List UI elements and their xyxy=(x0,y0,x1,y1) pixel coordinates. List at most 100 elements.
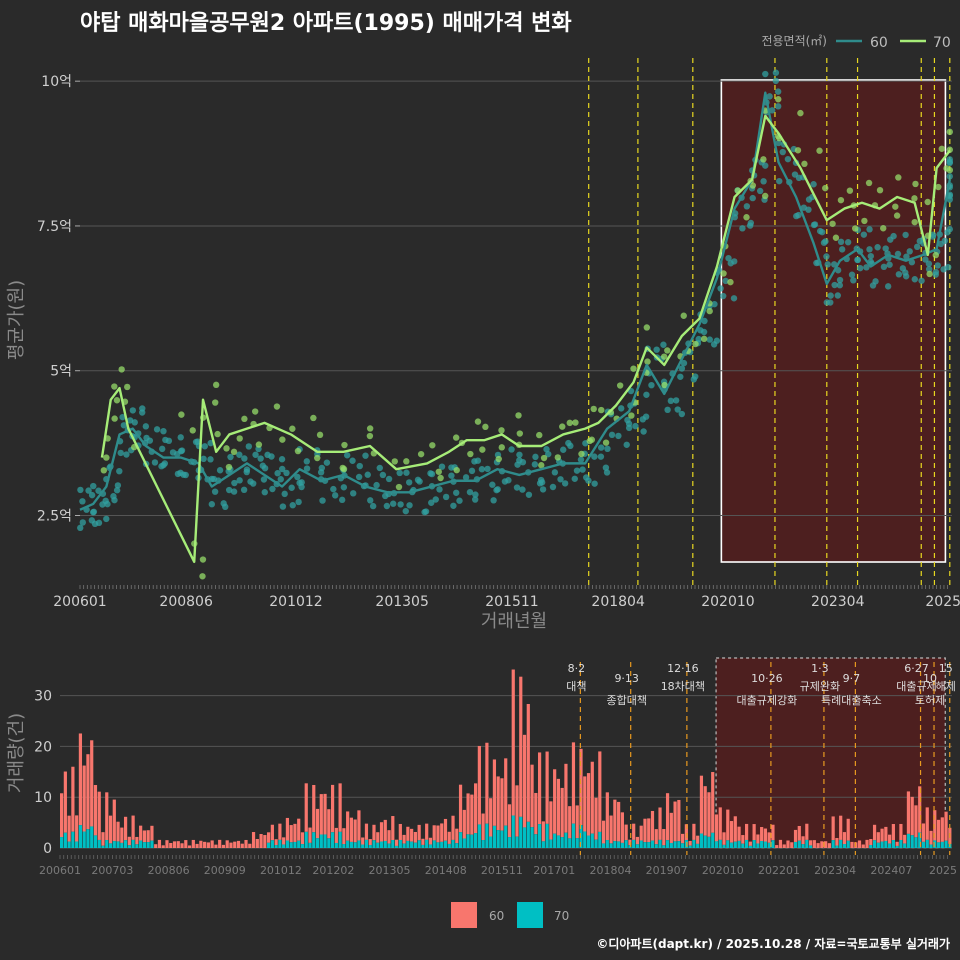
volume-bar-70 xyxy=(846,840,850,848)
price-point-70 xyxy=(255,441,263,448)
volume-bar-70 xyxy=(481,840,485,848)
price-point-70 xyxy=(391,458,398,465)
price-point-60 xyxy=(397,501,404,508)
volume-bar-70 xyxy=(139,840,143,848)
price-point-70 xyxy=(417,450,425,458)
volume-bar-60 xyxy=(267,832,271,843)
volume-bar-70 xyxy=(270,840,274,848)
volume-bar-60 xyxy=(236,840,241,848)
volume-bar-60 xyxy=(338,783,342,832)
price-point-60 xyxy=(117,449,124,457)
price-y-tick-label: 2.5억 xyxy=(37,509,72,525)
price-point-60 xyxy=(79,519,86,526)
volume-bar-70 xyxy=(123,840,128,848)
volume-bar-60 xyxy=(568,806,572,839)
price-point-60 xyxy=(532,453,539,461)
volume-bar-70 xyxy=(353,842,357,848)
price-point-60 xyxy=(894,250,902,258)
price-y-axis-label: 평균가(원) xyxy=(6,280,27,360)
price-point-60 xyxy=(692,373,699,380)
volume-bar-60 xyxy=(364,823,369,840)
volume-bar-60 xyxy=(842,832,847,845)
price-x-tick-label: 201012 xyxy=(269,594,322,610)
volume-bar-60 xyxy=(726,809,730,841)
price-point-60 xyxy=(161,460,169,467)
price-point-60 xyxy=(902,231,909,239)
price-point-60 xyxy=(811,221,819,228)
price-point-60 xyxy=(560,446,567,453)
volume-bar-60 xyxy=(82,765,86,832)
price-point-60 xyxy=(160,427,167,435)
price-point-60 xyxy=(362,452,369,459)
price-x-tick-label: 200601 xyxy=(53,594,106,610)
volume-bar-60 xyxy=(714,814,719,842)
price-point-60 xyxy=(279,503,287,510)
volume-bar-70 xyxy=(575,838,579,848)
volume-bar-60 xyxy=(541,821,545,842)
volume-x-tick-label: 202407 xyxy=(870,864,912,877)
volume-x-tick-label: 202010 xyxy=(702,864,744,877)
price-point-60 xyxy=(201,443,208,450)
volume-bar-60 xyxy=(451,815,455,840)
volume-bar-70 xyxy=(466,834,470,848)
volume-bar-60 xyxy=(933,810,937,841)
price-point-60 xyxy=(283,469,290,477)
volume-bar-60 xyxy=(402,834,406,844)
volume-bar-60 xyxy=(722,832,726,845)
price-y-tick-label: 5억 xyxy=(50,364,72,380)
price-point-70 xyxy=(566,419,573,427)
price-point-60 xyxy=(153,426,161,433)
price-point-60 xyxy=(886,261,893,268)
price-point-60 xyxy=(319,497,326,504)
volume-bar-60 xyxy=(150,825,154,841)
price-point-60 xyxy=(268,453,275,460)
price-point-60 xyxy=(88,491,96,499)
price-point-60 xyxy=(730,295,738,302)
volume-bar-70 xyxy=(605,840,609,848)
volume-bar-60 xyxy=(315,808,320,839)
volume-bar-60 xyxy=(526,703,530,822)
volume-bar-60 xyxy=(545,751,549,824)
volume-bar-70 xyxy=(703,835,707,848)
price-point-70 xyxy=(628,412,635,419)
volume-bar-70 xyxy=(564,832,568,848)
price-point-60 xyxy=(331,492,339,499)
price-x-tick-label: 201305 xyxy=(375,594,428,610)
price-point-60 xyxy=(165,437,173,445)
price-point-60 xyxy=(222,503,229,511)
price-point-70 xyxy=(482,423,489,431)
price-point-70 xyxy=(236,435,243,442)
volume-bar-70 xyxy=(699,833,704,848)
policy-name-label: 토허제 xyxy=(915,694,945,707)
volume-bar-70 xyxy=(537,824,542,848)
price-point-60 xyxy=(860,231,868,238)
volume-bar-60 xyxy=(300,832,305,845)
volume-bar-70 xyxy=(560,837,564,848)
price-point-60 xyxy=(274,470,281,477)
price-point-60 xyxy=(591,453,598,460)
volume-bar-70 xyxy=(635,844,640,848)
price-point-60 xyxy=(706,336,713,343)
price-point-70 xyxy=(616,382,624,389)
price-point-60 xyxy=(565,439,572,447)
volume-bar-60 xyxy=(477,745,481,825)
volume-bar-70 xyxy=(323,834,327,848)
volume-bar-60 xyxy=(112,799,116,842)
price-point-70 xyxy=(479,446,486,453)
volume-bar-70 xyxy=(880,841,884,848)
price-point-70 xyxy=(314,454,321,462)
price-point-60 xyxy=(573,467,581,474)
price-point-60 xyxy=(390,500,397,507)
price-point-60 xyxy=(903,253,910,260)
volume-bar-70 xyxy=(647,842,651,848)
volume-bar-70 xyxy=(910,835,914,848)
price-point-60 xyxy=(90,482,97,490)
volume-bar-70 xyxy=(387,843,391,848)
price-line-60 xyxy=(79,91,951,511)
volume-bar-70 xyxy=(797,840,801,848)
volume-bar-60 xyxy=(824,841,828,848)
price-point-60 xyxy=(257,455,264,462)
price-point-60 xyxy=(211,488,219,495)
volume-bar-70 xyxy=(944,840,948,848)
volume-bar-60 xyxy=(760,827,764,842)
